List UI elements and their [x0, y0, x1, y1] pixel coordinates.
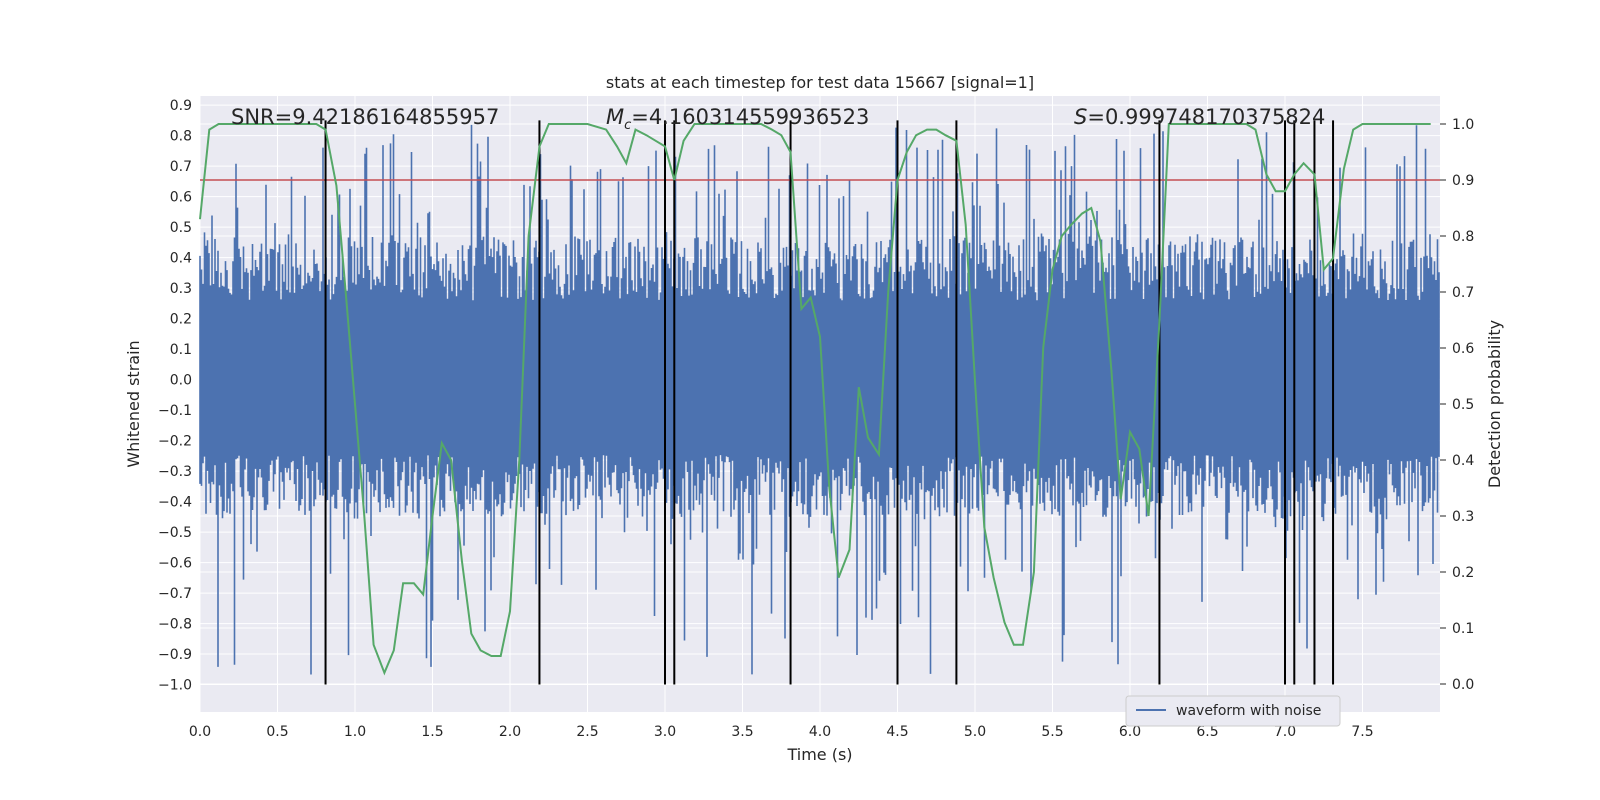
x-tick-label: 0.5	[266, 724, 288, 740]
legend-label: waveform with noise	[1176, 703, 1321, 719]
y-tick-label-left: 0.3	[170, 281, 192, 297]
x-axis-ticks: 0.0 0.5 1.0 1.5 2.0 2.5 3.0 3.5 4.0 4.5 5.0 5.5 6.0 6…	[189, 724, 1374, 740]
x-tick-label: 0.0	[189, 724, 211, 740]
y-tick-label-left: −0.9	[158, 647, 192, 663]
y-tick-label-left: 0.7	[170, 159, 192, 175]
legend: waveform with noise	[1125, 695, 1341, 727]
y-tick-label-left: −1.0	[158, 678, 192, 694]
x-tick-label: 4.5	[886, 724, 908, 740]
y-tick-label-left: 0.1	[170, 342, 192, 358]
waveform-trace	[199, 124, 1440, 677]
score-symbol: S	[1074, 105, 1087, 129]
y-tick-label-right: 0.0	[1452, 677, 1474, 693]
x-tick-label: 6.5	[1196, 724, 1218, 740]
y-tick-label-right: 1.0	[1452, 117, 1474, 133]
y-tick-label-right: 0.2	[1452, 565, 1474, 581]
x-tick-label: 5.5	[1041, 724, 1063, 740]
y-tick-label-left: 0.4	[170, 251, 192, 267]
y-tick-label-right: 0.7	[1452, 285, 1474, 301]
detection-probability-series	[199, 123, 1431, 676]
chart-title: stats at each timestep for test data 156…	[606, 73, 1034, 92]
event-lines	[324, 120, 1335, 685]
y-tick-label-right: 0.6	[1452, 341, 1474, 357]
x-tick-label: 7.5	[1351, 724, 1373, 740]
x-tick-label: 1.0	[344, 724, 366, 740]
y-tick-label-right: 0.1	[1452, 621, 1474, 637]
y-tick-label-left: −0.1	[158, 403, 192, 419]
chirp-mass-symbol: M	[606, 105, 624, 129]
x-tick-label: 7.0	[1274, 724, 1296, 740]
y-tick-label-left: 0.2	[170, 312, 192, 328]
y-axis-right-ticks: 1.0 0.9 0.8 0.7 0.6 0.5 0.4 0.3 0.2 0.1 0.0	[1440, 117, 1474, 693]
x-tick-label: 2.5	[576, 724, 598, 740]
y-tick-label-left: 0.8	[170, 129, 192, 145]
waveform-with-noise-series	[199, 124, 1440, 677]
y-tick-label-left: −0.3	[158, 464, 192, 480]
detection-probability-line	[199, 123, 1431, 676]
y-tick-label-right: 0.5	[1452, 397, 1474, 413]
y-tick-label-left: 0.9	[170, 98, 192, 114]
x-tick-label: 6.0	[1119, 724, 1141, 740]
y-tick-label-right: 0.8	[1452, 229, 1474, 245]
x-tick-label: 1.5	[421, 724, 443, 740]
y-tick-label-right: 0.4	[1452, 453, 1474, 469]
y-tick-label-right: 0.3	[1452, 509, 1474, 525]
y-tick-label-left: −0.7	[158, 586, 192, 602]
x-tick-label: 2.0	[499, 724, 521, 740]
score-value: =0.999748170375824	[1087, 105, 1325, 129]
y-tick-label-right: 0.9	[1452, 173, 1474, 189]
y-tick-label-left: −0.4	[158, 495, 192, 511]
y-axis-left-ticks: 0.9 0.8 0.7 0.6 0.5 0.4 0.3 0.2 0.1 0.0 −0.1 −0.2 −0…	[158, 98, 192, 693]
chirp-mass-subscript: c	[624, 118, 631, 133]
y-tick-label-left: −0.2	[158, 434, 192, 450]
y-tick-label-left: 0.5	[170, 220, 192, 236]
y-tick-label-left: −0.8	[158, 617, 192, 633]
chirp-mass-value: =4.160314559936523	[631, 105, 869, 129]
x-tick-label: 5.0	[964, 724, 986, 740]
x-tick-label: 3.0	[654, 724, 676, 740]
y-axis-right-label: Detection probability	[1485, 320, 1504, 488]
y-axis-left-label: Whitened strain	[124, 340, 143, 467]
chirp-mass-annotation: Mc=4.160314559936523	[606, 105, 869, 133]
y-tick-label-left: −0.5	[158, 525, 192, 541]
legend-box	[1125, 695, 1341, 727]
y-tick-label-left: −0.6	[158, 556, 192, 572]
x-tick-label: 4.0	[809, 724, 831, 740]
x-tick-label: 3.5	[731, 724, 753, 740]
y-tick-label-left: 0.0	[170, 373, 192, 389]
x-axis-label: Time (s)	[786, 745, 852, 764]
score-annotation: S=0.999748170375824	[1074, 105, 1325, 129]
y-tick-label-left: 0.6	[170, 190, 192, 206]
snr-annotation: SNR=9.42186164855957	[231, 105, 499, 129]
